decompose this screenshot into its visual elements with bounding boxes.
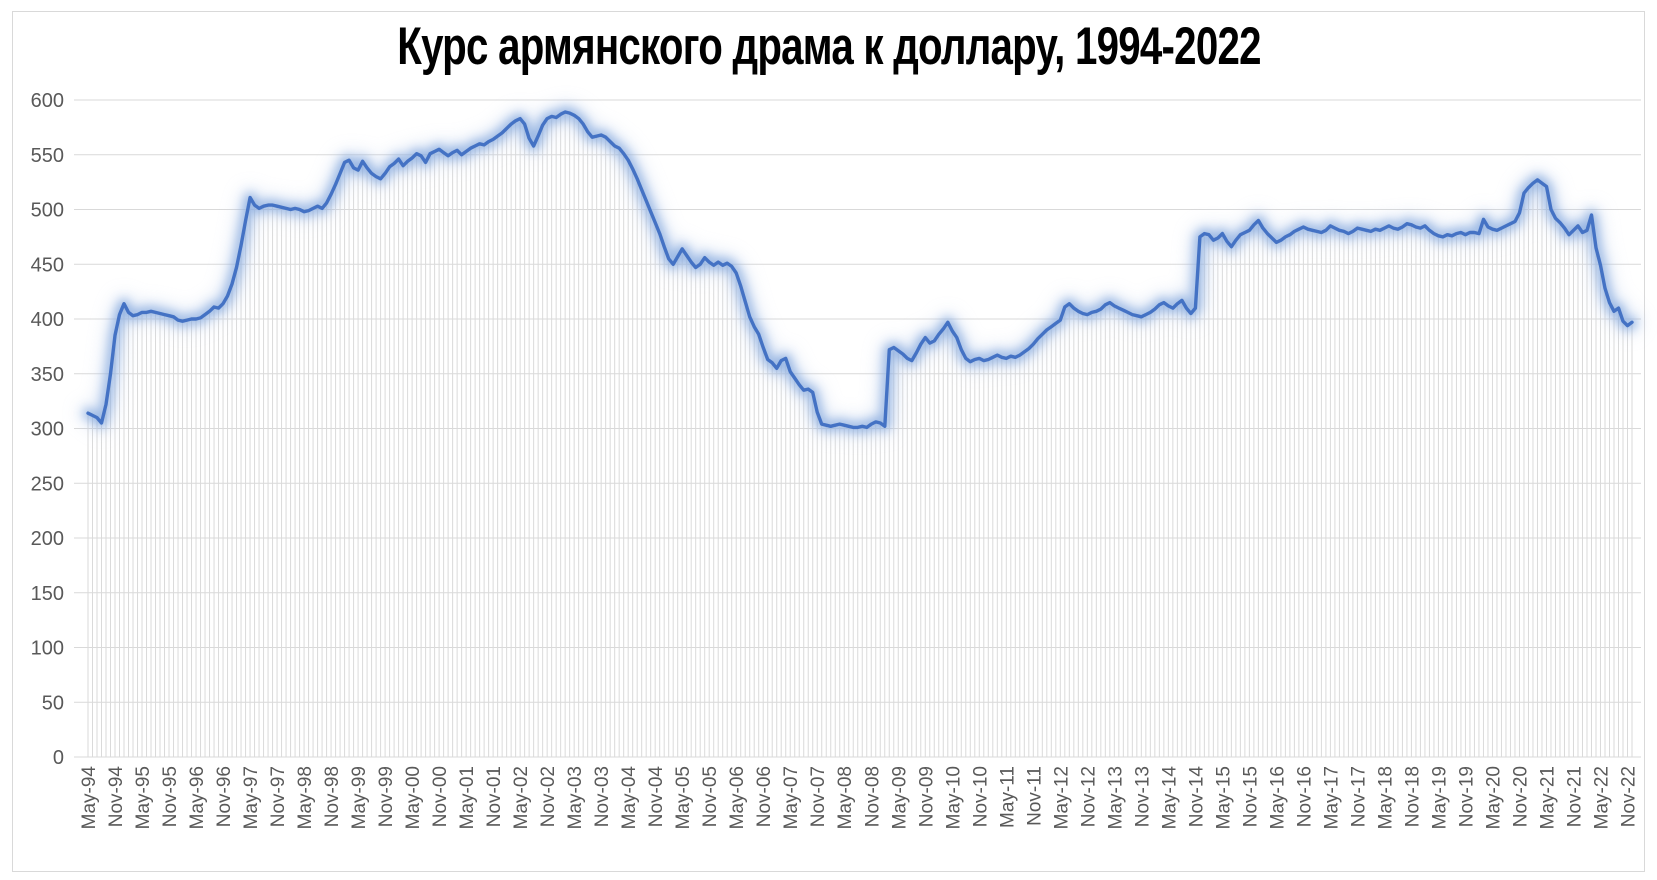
svg-text:May-19: May-19 <box>1429 766 1450 829</box>
svg-text:May-94: May-94 <box>79 766 100 830</box>
svg-text:600: 600 <box>31 90 64 112</box>
svg-text:May-10: May-10 <box>943 766 964 829</box>
svg-text:0: 0 <box>53 747 64 769</box>
svg-text:Nov-13: Nov-13 <box>1132 766 1153 827</box>
y-axis-labels: 0 50 100 150 200 250 300 350 400 450 500 550 600 <box>31 90 64 769</box>
svg-text:May-09: May-09 <box>889 766 910 829</box>
chart-title: Курс армянского драма к доллару, 1994-20… <box>396 17 1261 76</box>
svg-text:Nov-14: Nov-14 <box>1186 766 1207 828</box>
svg-text:Nov-09: Nov-09 <box>916 766 937 827</box>
svg-text:May-18: May-18 <box>1375 766 1396 829</box>
series-line <box>80 104 1640 436</box>
svg-text:Nov-96: Nov-96 <box>214 766 235 827</box>
svg-text:May-01: May-01 <box>457 766 478 829</box>
svg-text:May-13: May-13 <box>1105 766 1126 829</box>
svg-text:May-20: May-20 <box>1483 766 1504 829</box>
svg-text:Nov-97: Nov-97 <box>268 766 289 827</box>
svg-text:200: 200 <box>31 528 64 550</box>
svg-text:Nov-16: Nov-16 <box>1294 766 1315 827</box>
x-axis-labels: May-94 Nov-94 May-95 Nov-95 May-96 Nov-96 May-… <box>79 766 1639 830</box>
svg-text:Nov-12: Nov-12 <box>1078 766 1099 827</box>
svg-text:500: 500 <box>31 200 64 222</box>
svg-text:May-98: May-98 <box>295 766 316 829</box>
svg-text:May-21: May-21 <box>1537 766 1558 829</box>
svg-text:May-06: May-06 <box>727 766 748 829</box>
svg-text:Nov-20: Nov-20 <box>1510 766 1531 827</box>
svg-text:Nov-03: Nov-03 <box>592 766 613 827</box>
svg-text:350: 350 <box>31 364 64 386</box>
svg-text:Nov-07: Nov-07 <box>808 766 829 827</box>
svg-text:550: 550 <box>31 145 64 167</box>
svg-text:Nov-99: Nov-99 <box>376 766 397 827</box>
svg-text:Nov-05: Nov-05 <box>700 766 721 827</box>
svg-text:50: 50 <box>42 692 64 714</box>
svg-text:May-00: May-00 <box>403 766 424 829</box>
svg-text:Nov-21: Nov-21 <box>1564 766 1585 827</box>
svg-text:May-08: May-08 <box>835 766 856 829</box>
svg-text:Nov-17: Nov-17 <box>1348 766 1369 827</box>
svg-text:May-03: May-03 <box>565 766 586 829</box>
svg-text:Nov-19: Nov-19 <box>1456 766 1477 827</box>
svg-text:May-99: May-99 <box>349 766 370 829</box>
svg-text:May-17: May-17 <box>1321 766 1342 829</box>
svg-text:450: 450 <box>31 254 64 276</box>
svg-text:May-22: May-22 <box>1591 766 1612 829</box>
svg-text:Nov-98: Nov-98 <box>322 766 343 827</box>
svg-text:May-95: May-95 <box>133 766 154 829</box>
svg-text:May-15: May-15 <box>1213 766 1234 829</box>
svg-text:May-11: May-11 <box>997 766 1018 828</box>
svg-text:Nov-00: Nov-00 <box>430 766 451 827</box>
svg-text:Nov-08: Nov-08 <box>862 766 883 827</box>
svg-text:Nov-01: Nov-01 <box>484 766 505 827</box>
svg-text:Nov-15: Nov-15 <box>1240 766 1261 827</box>
svg-text:300: 300 <box>31 419 64 441</box>
svg-text:May-16: May-16 <box>1267 766 1288 829</box>
svg-text:Nov-04: Nov-04 <box>646 766 667 828</box>
svg-text:150: 150 <box>31 583 64 605</box>
svg-text:400: 400 <box>31 309 64 331</box>
svg-text:May-14: May-14 <box>1159 766 1180 830</box>
drop-lines <box>87 112 1633 757</box>
svg-text:Nov-11: Nov-11 <box>1024 766 1045 826</box>
svg-text:Nov-95: Nov-95 <box>160 766 181 827</box>
svg-text:May-05: May-05 <box>673 766 694 829</box>
svg-text:Nov-94: Nov-94 <box>106 766 127 828</box>
svg-text:Nov-06: Nov-06 <box>754 766 775 827</box>
svg-text:Nov-10: Nov-10 <box>970 766 991 827</box>
svg-text:100: 100 <box>31 638 64 660</box>
svg-text:May-07: May-07 <box>781 766 802 829</box>
svg-text:Nov-02: Nov-02 <box>538 766 559 827</box>
svg-text:250: 250 <box>31 473 64 495</box>
svg-text:Nov-22: Nov-22 <box>1618 766 1639 827</box>
svg-text:May-02: May-02 <box>511 766 532 829</box>
svg-text:May-97: May-97 <box>241 766 262 829</box>
svg-text:May-04: May-04 <box>619 766 640 830</box>
svg-text:May-96: May-96 <box>187 766 208 829</box>
svg-text:Nov-18: Nov-18 <box>1402 766 1423 827</box>
svg-text:May-12: May-12 <box>1051 766 1072 829</box>
